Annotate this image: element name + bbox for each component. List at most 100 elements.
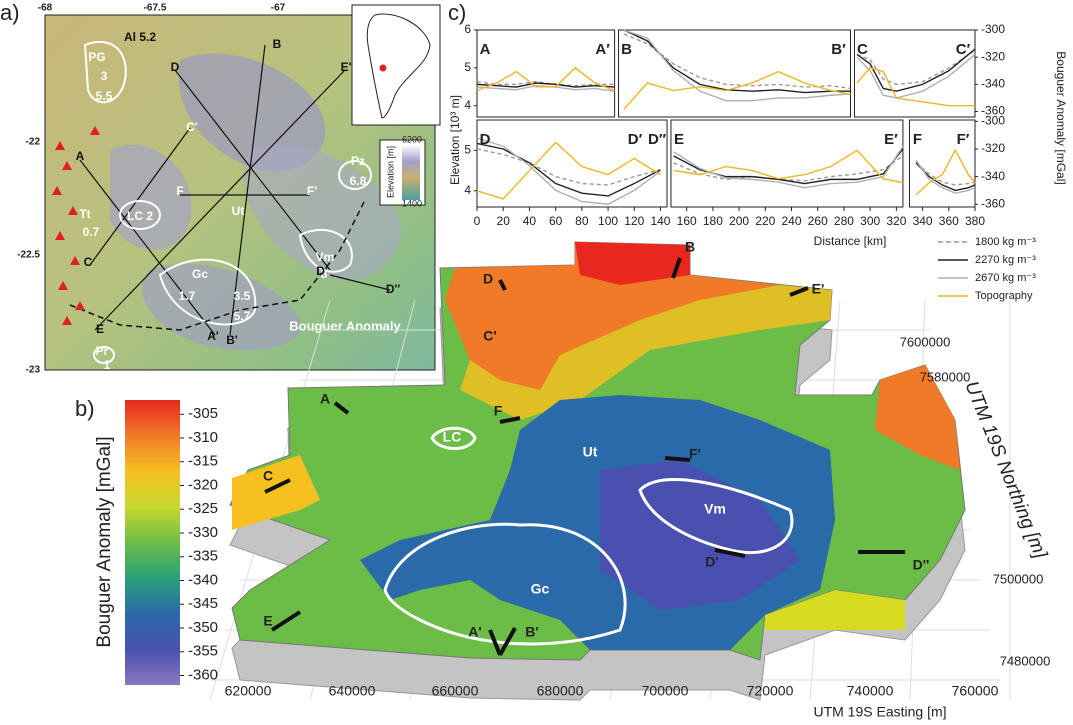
- y-tick-label: 4: [464, 98, 471, 112]
- profile-label: A: [480, 41, 491, 58]
- x-tick-label: 60: [549, 214, 563, 228]
- northing-label: UTM 19S Northing [m]: [960, 378, 1051, 562]
- map-label: Al 5.2: [124, 30, 156, 44]
- map-label: D': [316, 264, 328, 278]
- surface-label: A: [320, 391, 330, 407]
- x-tick-label: 0: [474, 214, 481, 228]
- y2-axis-label: Bouguer Anomaly [mGal]: [1054, 51, 1068, 184]
- lon-tick: -67: [271, 3, 286, 14]
- inset-frame: [352, 5, 440, 125]
- easting-tick: 660000: [432, 683, 479, 699]
- y-tick-label: 4: [464, 183, 471, 197]
- surface-label: D: [483, 271, 493, 287]
- profile-frame: [619, 30, 851, 117]
- northing-tick: 7580000: [920, 369, 971, 384]
- easting-tick: 740000: [847, 683, 894, 699]
- profile-marker: [665, 458, 690, 460]
- colorbar-tick-label: -325: [188, 500, 218, 517]
- colorbar-tick-label: -345: [188, 595, 218, 612]
- map-label: 0.7: [83, 225, 100, 239]
- map-label: 3: [101, 69, 108, 83]
- colorbar-tick-label: -360: [188, 666, 218, 683]
- map-label: Tt: [79, 207, 90, 221]
- x-tick-label: 120: [624, 214, 644, 228]
- lat-tick: -23: [26, 365, 41, 376]
- easting-label: UTM 19S Easting [m]: [813, 704, 946, 720]
- surface-label: D': [705, 554, 718, 570]
- easting-tick: 620000: [225, 683, 272, 699]
- profile-label: F: [913, 131, 922, 148]
- profile-label: D: [480, 131, 491, 148]
- y2-tick-label: -340: [981, 77, 1005, 91]
- map-label: Pr: [96, 344, 109, 358]
- surface-label: Vm: [704, 501, 726, 517]
- map-label: 5.7: [234, 309, 251, 323]
- y2-tick-label: -340: [981, 169, 1005, 183]
- x-tick-label: 380: [965, 214, 985, 228]
- surface-label: D'': [913, 557, 930, 573]
- map-label: A': [207, 329, 219, 343]
- colorbar: [125, 400, 180, 685]
- easting-tick: 720000: [747, 683, 794, 699]
- y-tick-label: 6: [464, 22, 471, 36]
- legend-label: 1800 kg m⁻³: [975, 236, 1036, 248]
- easting-tick: 680000: [537, 683, 584, 699]
- legend-label: Topography: [975, 290, 1033, 302]
- panel-label: c): [448, 0, 466, 25]
- map-label: F': [307, 184, 317, 198]
- surface-label: E': [812, 281, 825, 297]
- profile-label: C: [857, 41, 868, 58]
- map-label: B: [273, 37, 282, 51]
- profile-label: E′: [884, 131, 898, 148]
- profile-label: A′: [595, 41, 610, 58]
- map-panel: -68-67.5-67-22-22.5-23PG35.5Al 5.2DBE'C'…: [17, 3, 440, 376]
- lon-tick: -67.5: [144, 3, 167, 14]
- lat-tick: -22.5: [17, 250, 40, 261]
- map-label: E': [341, 60, 352, 74]
- legend-min: 1400: [402, 198, 422, 208]
- legend-title: Elevation [m]: [385, 146, 395, 198]
- map-caption: Bouguer Anomaly: [289, 318, 401, 333]
- y2-tick-label: -320: [981, 141, 1005, 155]
- legend-label: 2270 kg m⁻³: [975, 254, 1036, 266]
- x-tick-label: 300: [860, 214, 880, 228]
- map-label: E: [96, 322, 104, 336]
- y-axis-label: Elevation [10³ m]: [448, 95, 462, 185]
- map-label: D'': [386, 282, 401, 296]
- map-label: Pz: [351, 154, 365, 168]
- x-axis-label: Distance [km]: [814, 234, 887, 248]
- x-tick-label: 160: [677, 214, 697, 228]
- x-tick-label: 220: [755, 214, 775, 228]
- x-tick-label: 320: [886, 214, 906, 228]
- map-label: F: [176, 184, 183, 198]
- map-label: B': [226, 333, 238, 347]
- legend-label: 2670 kg m⁻³: [975, 272, 1036, 284]
- panel-label: a): [0, 0, 20, 25]
- x-tick-label: 280: [834, 214, 854, 228]
- surface-label: C: [263, 468, 273, 484]
- x-tick-label: 140: [650, 214, 670, 228]
- surface-label: C': [483, 328, 496, 344]
- easting-tick: 640000: [329, 683, 376, 699]
- surface-label: Ut: [583, 444, 598, 460]
- y2-tick-label: -320: [981, 49, 1005, 63]
- colorbar-tick-label: -330: [188, 524, 218, 541]
- map-label: C': [186, 120, 198, 134]
- profile-frame: [671, 120, 903, 207]
- y-tick-label: 5: [464, 60, 471, 74]
- map-label: Vm: [316, 250, 335, 264]
- surface-label: E: [263, 613, 272, 629]
- surface-label: Gc: [531, 581, 550, 597]
- map-label: 1.7: [179, 289, 196, 303]
- x-tick-label: 40: [523, 214, 537, 228]
- map-label: Ut: [232, 204, 245, 218]
- map-label: PG: [88, 50, 105, 64]
- northing-tick: 7500000: [993, 571, 1044, 586]
- surface-label: B': [525, 624, 538, 640]
- easting-tick: 700000: [642, 683, 689, 699]
- map-label: A: [76, 149, 85, 163]
- colorbar-tick-label: -320: [188, 476, 218, 493]
- colorbar-tick-label: -355: [188, 643, 218, 660]
- map-label: 3.5: [234, 289, 251, 303]
- profile-label: E: [674, 131, 684, 148]
